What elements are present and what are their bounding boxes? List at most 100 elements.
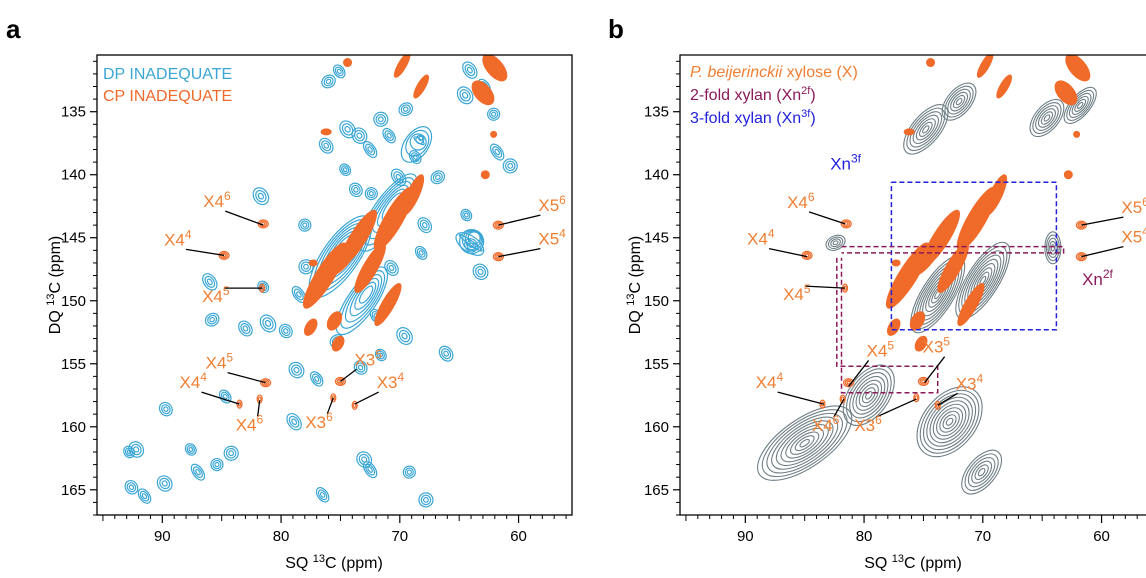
contour [932, 403, 967, 440]
contour [367, 146, 373, 153]
peak-label-sup: 6 [833, 413, 840, 427]
peak [393, 55, 411, 78]
panel-b-axes: 90 80 70 60 135 140 145 150 155 160 165 [644, 60, 1138, 545]
contour [459, 89, 471, 102]
contour [955, 97, 963, 106]
leader-line [340, 368, 357, 382]
peak-label-sup: 4 [397, 370, 404, 384]
contour [336, 378, 345, 385]
contour [462, 210, 471, 220]
peak-label: X46 [787, 190, 815, 212]
contour [240, 322, 251, 335]
contour [464, 64, 476, 77]
contour [353, 360, 368, 375]
contour [159, 477, 171, 490]
contour [922, 125, 930, 134]
contour [280, 325, 291, 337]
legend-xn3f: 3-fold xylan (Xn3f) [690, 108, 816, 127]
contour [311, 373, 322, 385]
peak-label-base: X4 [783, 285, 804, 304]
peak [343, 58, 353, 68]
contour [404, 467, 414, 477]
peak [308, 259, 318, 267]
contour [228, 450, 235, 457]
contour [417, 217, 433, 234]
y-tick-label: 145 [61, 230, 86, 247]
y-tick-label: 150 [61, 293, 86, 310]
contour [348, 182, 363, 198]
contour [163, 406, 169, 412]
peak [354, 242, 386, 293]
panel-a-xlabel: SQ 13C (ppm) [285, 553, 383, 572]
peak [490, 130, 498, 138]
peak [401, 174, 425, 216]
peak [957, 283, 985, 327]
leader-line [201, 391, 240, 405]
contour [775, 420, 834, 467]
contour [323, 76, 334, 87]
panel-a-legend: DP INADEQUATE CP INADEQUATE [103, 66, 232, 105]
panel-b-spectrum [757, 55, 1097, 495]
contour [186, 445, 195, 454]
x-tick-label: 60 [1093, 528, 1110, 545]
peak [331, 335, 345, 352]
contour [161, 404, 171, 415]
peak-label-sup: 6 [875, 413, 882, 427]
legend-xylose: P. beijerinckii xylose (X) [690, 64, 858, 81]
x-tick-label: 90 [737, 528, 754, 545]
contour [917, 376, 930, 387]
contour [212, 459, 222, 470]
contour [926, 396, 973, 447]
contour [331, 395, 336, 401]
peak-label: X45 [783, 282, 811, 304]
panel-a-axes: 90 80 70 60 135 140 145 150 155 160 165 [61, 60, 567, 545]
contour [785, 427, 825, 459]
x-tick-label: 80 [856, 528, 873, 545]
contour [257, 192, 265, 200]
leader-line [768, 248, 808, 258]
y-tick-label: 160 [61, 419, 86, 436]
contour [418, 492, 434, 508]
leader-line [498, 214, 541, 226]
contour [375, 114, 387, 125]
contour [934, 400, 941, 410]
y-tick-label: 160 [644, 419, 669, 436]
peak-label-base: X4 [756, 373, 777, 392]
peak-label: X56 [538, 193, 566, 215]
peak-label-base: Xn [1082, 270, 1103, 289]
contour [283, 328, 289, 334]
y-tick-label: 155 [61, 356, 86, 373]
peak-label-base: X4 [867, 341, 888, 360]
peak-label-sup: 6 [559, 193, 566, 207]
contour [319, 491, 326, 498]
contour [843, 378, 855, 388]
contour [344, 274, 383, 323]
leader-line [326, 397, 334, 415]
contour [321, 74, 336, 89]
peak-label-sup: 4 [559, 227, 566, 241]
contour [335, 266, 389, 336]
contour [1075, 252, 1087, 262]
contour [207, 314, 218, 325]
peak-label-base: X5 [1121, 198, 1142, 217]
contour [1050, 244, 1056, 252]
peak-label: X35 [923, 335, 951, 357]
contour [799, 438, 810, 448]
contour [338, 379, 343, 384]
contour [398, 329, 411, 343]
leader-line [848, 360, 870, 387]
contour [156, 475, 173, 492]
contour [225, 447, 237, 459]
y-tick-label: 140 [61, 167, 86, 184]
contour [356, 132, 363, 139]
contour [416, 247, 426, 258]
contour [362, 461, 378, 479]
peak [1073, 130, 1081, 138]
contour [1032, 102, 1062, 135]
contour [334, 376, 347, 387]
contour [291, 418, 298, 426]
y-tick-label: 150 [644, 293, 669, 310]
peak [996, 74, 1013, 99]
contour [849, 372, 889, 419]
